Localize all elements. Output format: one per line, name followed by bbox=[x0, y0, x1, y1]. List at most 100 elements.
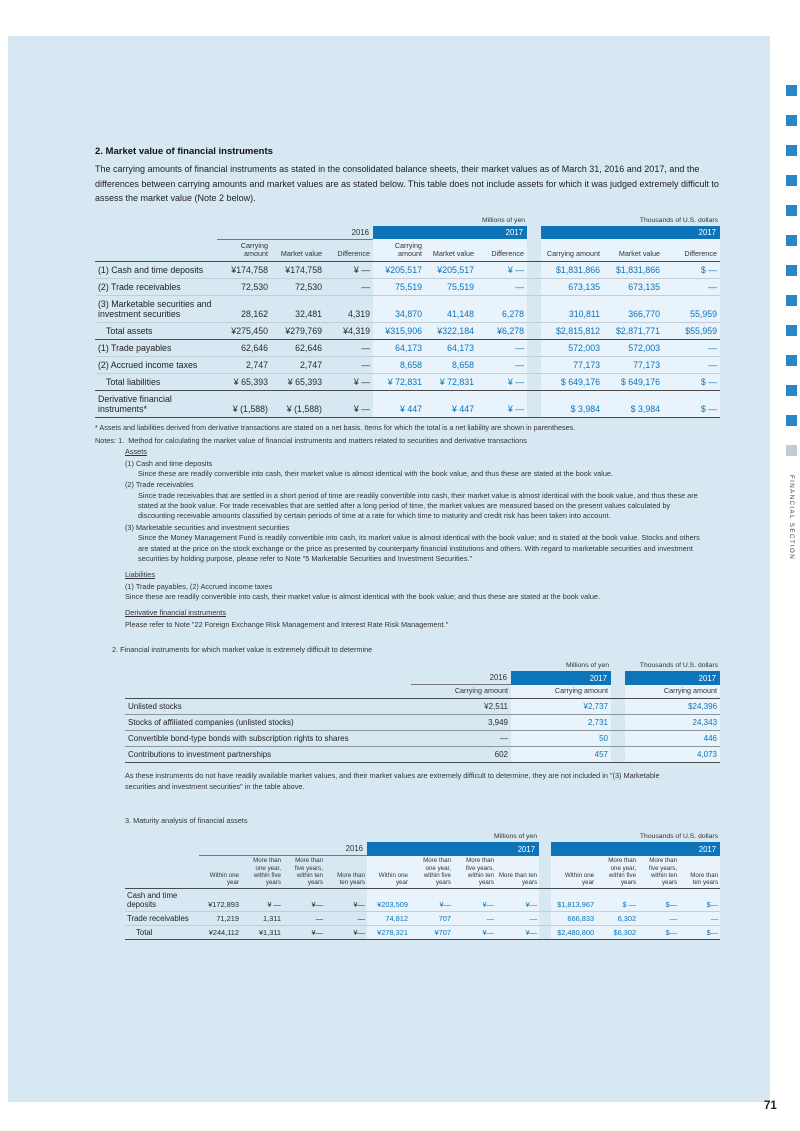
col-header-within-one: Within one year bbox=[367, 855, 410, 889]
column-gap bbox=[539, 924, 552, 940]
asset-item-head: (1) Cash and time deposits bbox=[125, 458, 213, 468]
liabilities-subhead: (1) Trade payables, (2) Accrued income t… bbox=[125, 581, 273, 591]
value-cell: $ 3,984 bbox=[541, 390, 604, 419]
note2-title: 2. Financial instruments for which marke… bbox=[112, 645, 373, 655]
table-row: Cash and time deposits ¥172,893 ¥ — ¥— ¥— ¥20… bbox=[125, 888, 721, 912]
value-cell: $ — bbox=[663, 261, 721, 280]
value-cell: $1,831,866 bbox=[603, 261, 664, 280]
row-label: Contributions to investment partnerships bbox=[125, 746, 411, 764]
value-cell: ¥ — bbox=[325, 373, 373, 392]
col-header-market-usd: Market value bbox=[603, 239, 664, 263]
value-cell: $— bbox=[679, 888, 721, 912]
main-content: 2. Market value of financial instruments… bbox=[95, 146, 721, 940]
value-cell: $1,831,866 bbox=[541, 261, 604, 280]
derivative-heading: Derivative financial instruments bbox=[125, 608, 226, 618]
value-cell: 64,173 bbox=[373, 339, 425, 358]
col-header-over-ten: More than ten years bbox=[325, 855, 367, 889]
value-cell: $— bbox=[638, 888, 680, 912]
decorative-square bbox=[786, 85, 797, 96]
value-cell: $ — bbox=[663, 373, 721, 392]
col-header-five-ten: More than five years, within ten years bbox=[638, 855, 680, 889]
note2-paragraph: As these instruments do not have readily… bbox=[125, 771, 660, 791]
value-cell: — bbox=[638, 911, 680, 926]
col-header-over-ten: More than ten years bbox=[679, 855, 721, 889]
value-cell: ¥ — bbox=[325, 390, 373, 419]
value-cell: ¥— bbox=[283, 924, 325, 940]
table-row: Total assets ¥275,450 ¥279,769 ¥4,319 ¥315,9… bbox=[95, 322, 721, 341]
units-row: Millions of yen Thousands of U.S. dollar… bbox=[125, 833, 720, 842]
column-gap bbox=[527, 278, 542, 297]
spacer-cell bbox=[125, 662, 411, 671]
value-cell: ¥— bbox=[325, 888, 367, 912]
table-row: Convertible bond-type bonds with subscri… bbox=[125, 730, 721, 748]
value-cell: 4,319 bbox=[325, 295, 373, 324]
row-label: Cash and time deposits bbox=[125, 888, 199, 912]
column-gap bbox=[539, 842, 551, 856]
value-cell: 75,519 bbox=[425, 278, 477, 297]
value-cell: — bbox=[477, 356, 528, 375]
value-cell: 72,530 bbox=[217, 278, 271, 297]
column-gap bbox=[611, 746, 626, 764]
row-label: Stocks of affiliated companies (unlisted… bbox=[125, 714, 411, 732]
col-header-one-five: More than one year, within five years bbox=[410, 855, 453, 889]
value-cell: $1,813,967 bbox=[551, 888, 597, 912]
table-row: (2) Accrued income taxes 2,747 2,747—8,658… bbox=[95, 356, 721, 375]
units-row: Millions of yen Thousands of U.S. dollar… bbox=[95, 217, 720, 226]
decorative-square bbox=[786, 415, 797, 426]
col-header-carrying-usd: Carrying amount bbox=[541, 239, 604, 263]
column-gap bbox=[611, 730, 626, 748]
spacer-cell bbox=[125, 833, 199, 842]
value-cell: ¥174,758 bbox=[217, 261, 271, 280]
column-gap bbox=[611, 684, 626, 700]
row-label: Total assets bbox=[95, 322, 217, 341]
unit-label-usd: Thousands of U.S. dollars bbox=[639, 216, 719, 224]
decorative-square bbox=[786, 115, 797, 126]
value-cell: 62,646 bbox=[217, 339, 271, 358]
row-label: Derivative financial instruments* bbox=[95, 390, 217, 419]
value-cell: 64,173 bbox=[425, 339, 477, 358]
section-tab-label: FINANCIAL SECTION bbox=[788, 475, 795, 561]
spacer-cell bbox=[125, 671, 411, 685]
row-label: Convertible bond-type bonds with subscri… bbox=[125, 730, 411, 748]
spacer-cell bbox=[95, 217, 217, 226]
column-gap bbox=[527, 390, 542, 419]
spacer-cell bbox=[95, 239, 217, 263]
column-gap bbox=[527, 295, 542, 324]
value-cell: $ 649,176 bbox=[603, 373, 664, 392]
value-cell: — bbox=[663, 278, 721, 297]
col-header-over-ten: More than ten years bbox=[496, 855, 540, 889]
table-row: Trade receivables 71,219 1,311— —74,812 707—… bbox=[125, 911, 721, 926]
value-cell: 4,073 bbox=[625, 746, 721, 764]
value-cell: ¥4,319 bbox=[325, 322, 373, 341]
column-gap bbox=[527, 217, 541, 226]
value-cell: 6,278 bbox=[477, 295, 528, 324]
value-cell: $2,815,812 bbox=[541, 322, 604, 341]
value-cell: 2,731 bbox=[511, 714, 612, 732]
value-cell: 572,003 bbox=[603, 339, 664, 358]
value-cell: ¥278,321 bbox=[367, 924, 410, 940]
value-cell: 310,811 bbox=[541, 295, 604, 324]
table-row: Derivative financial instruments* ¥ (1,58… bbox=[95, 390, 721, 419]
value-cell: ¥ 65,393 bbox=[271, 373, 325, 392]
decorative-square bbox=[786, 325, 797, 336]
unit-label-usd: Thousands of U.S. dollars bbox=[639, 662, 719, 670]
column-gap bbox=[611, 662, 625, 671]
year-2017-band-usd: 2017 bbox=[551, 842, 721, 856]
table-row: (1) Cash and time deposits ¥174,758 ¥174,7… bbox=[95, 261, 721, 280]
unit-label-yen: Millions of yen bbox=[565, 662, 610, 670]
value-cell: — bbox=[325, 911, 367, 926]
value-cell: $ 649,176 bbox=[541, 373, 604, 392]
difficult-to-determine-table: Millions of yen Thousands of U.S. dollar… bbox=[125, 662, 721, 764]
value-cell: ¥— bbox=[410, 888, 453, 912]
row-label: (2) Accrued income taxes bbox=[95, 356, 217, 375]
value-cell: 1,311 bbox=[241, 911, 283, 926]
value-cell: $2,871,771 bbox=[603, 322, 664, 341]
value-cell: 28,162 bbox=[217, 295, 271, 324]
value-cell: ¥205,517 bbox=[373, 261, 425, 280]
decorative-square bbox=[786, 385, 797, 396]
years-row: 2016 2017 2017 bbox=[125, 842, 721, 857]
value-cell: 673,135 bbox=[603, 278, 664, 297]
value-cell: ¥— bbox=[496, 924, 540, 940]
col-header-within-one: Within one year bbox=[199, 855, 241, 889]
value-cell: — bbox=[411, 730, 511, 748]
